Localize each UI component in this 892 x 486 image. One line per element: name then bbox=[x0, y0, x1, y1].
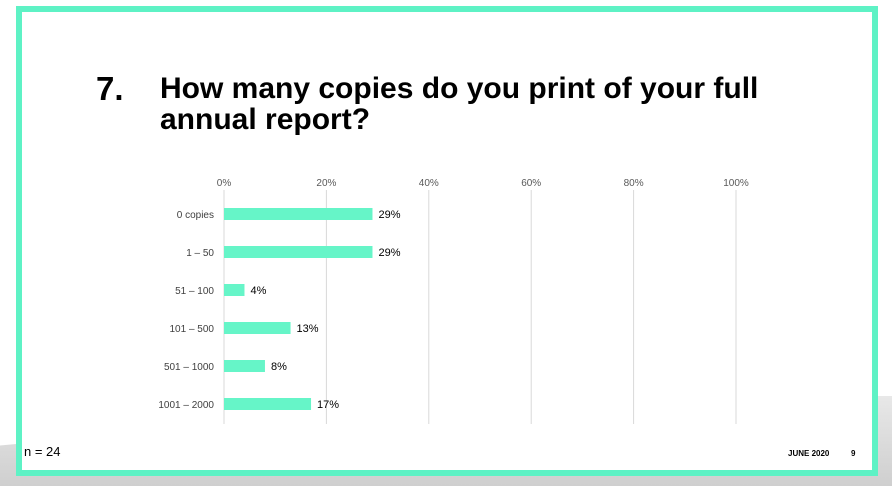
data-label: 4% bbox=[250, 285, 266, 297]
category-label: 0 copies bbox=[177, 210, 214, 221]
data-label: 8% bbox=[271, 361, 287, 373]
data-label: 13% bbox=[297, 323, 319, 335]
slide bbox=[16, 6, 878, 476]
bar bbox=[224, 246, 373, 258]
x-tick-label: 20% bbox=[316, 178, 336, 189]
category-label: 1 – 50 bbox=[186, 248, 214, 259]
x-tick-label: 80% bbox=[624, 178, 644, 189]
bar bbox=[224, 322, 291, 334]
category-label: 51 – 100 bbox=[175, 286, 214, 297]
sample-size: n = 24 bbox=[24, 444, 61, 459]
x-tick-label: 100% bbox=[723, 178, 749, 189]
bar bbox=[224, 398, 312, 410]
category-label: 501 – 1000 bbox=[164, 362, 214, 373]
data-label: 17% bbox=[317, 399, 339, 411]
question-title: How many copies do you print of your ful… bbox=[160, 72, 759, 136]
bar bbox=[224, 284, 245, 296]
bar bbox=[224, 360, 265, 372]
page-number: 9 bbox=[851, 449, 856, 458]
category-label: 101 – 500 bbox=[170, 324, 215, 335]
category-label: 1001 – 2000 bbox=[158, 400, 214, 411]
data-label: 29% bbox=[378, 247, 400, 259]
x-tick-label: 40% bbox=[419, 178, 439, 189]
data-label: 29% bbox=[378, 209, 400, 221]
x-tick-label: 60% bbox=[521, 178, 541, 189]
question-number: 7. bbox=[96, 70, 124, 107]
x-tick-label: 0% bbox=[217, 178, 232, 189]
bar bbox=[224, 208, 373, 220]
footer-date: JUNE 2020 bbox=[788, 449, 830, 458]
